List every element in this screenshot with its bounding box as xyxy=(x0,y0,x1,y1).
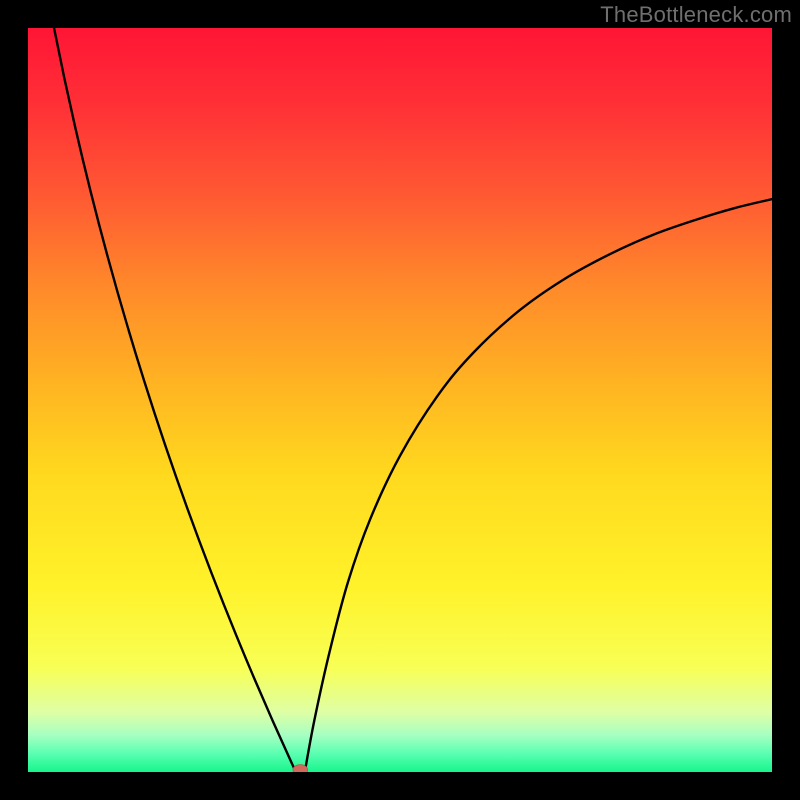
gradient-background xyxy=(28,28,772,772)
plot-area xyxy=(28,28,772,775)
chart-root: TheBottleneck.com xyxy=(0,0,800,800)
watermark-text: TheBottleneck.com xyxy=(600,2,792,28)
bottleneck-curve-chart xyxy=(0,0,800,800)
